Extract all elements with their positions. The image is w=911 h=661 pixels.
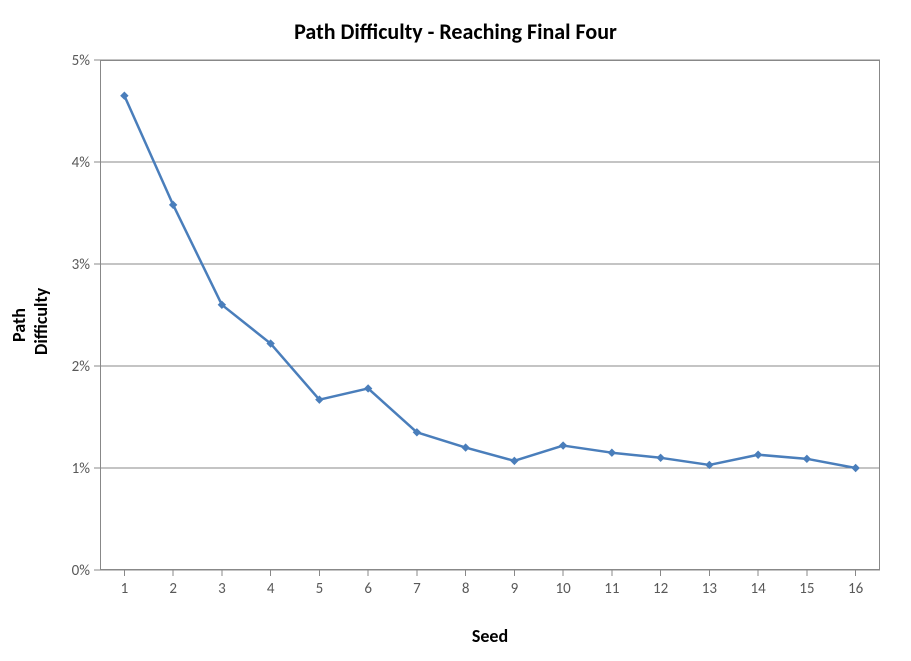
y-tick-label: 3%	[55, 256, 90, 274]
y-tick-label: 1%	[55, 460, 90, 478]
x-axis-title: Seed	[100, 625, 880, 647]
x-tick-label: 7	[402, 580, 432, 598]
x-tick-label: 3	[207, 580, 237, 598]
x-tick-label: 4	[256, 580, 286, 598]
chart-container: Path Difficulty - Reaching Final Four Pa…	[0, 0, 911, 661]
y-axis-title: Path Difficulty	[8, 295, 52, 355]
x-tick-label: 10	[548, 580, 578, 598]
x-tick-label: 9	[499, 580, 529, 598]
x-tick-label: 2	[158, 580, 188, 598]
x-tick-label: 11	[597, 580, 627, 598]
y-tick-label: 4%	[55, 154, 90, 172]
x-tick-label: 13	[694, 580, 724, 598]
x-tick-label: 16	[841, 580, 871, 598]
x-tick-label: 15	[792, 580, 822, 598]
x-tick-label: 12	[646, 580, 676, 598]
x-tick-label: 8	[451, 580, 481, 598]
x-tick-label: 5	[304, 580, 334, 598]
y-tick-label: 0%	[55, 562, 90, 580]
x-tick-label: 6	[353, 580, 383, 598]
chart-title: Path Difficulty - Reaching Final Four	[0, 18, 911, 45]
x-tick-label: 14	[743, 580, 773, 598]
y-tick-label: 2%	[55, 358, 90, 376]
y-tick-label: 5%	[55, 52, 90, 70]
x-tick-label: 1	[109, 580, 139, 598]
chart-svg	[100, 60, 880, 570]
plot-area	[100, 60, 880, 570]
